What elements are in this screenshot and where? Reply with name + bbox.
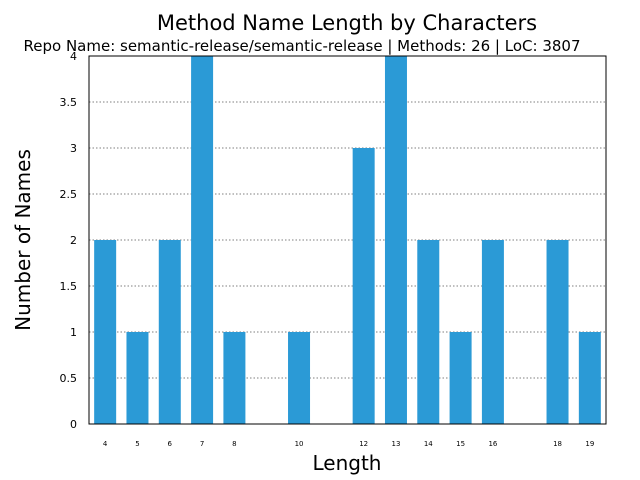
bar: [352, 148, 375, 424]
y-tick-label: 1.5: [60, 280, 78, 293]
chart-title: Method Name Length by Characters: [157, 11, 537, 35]
y-tick-label: 4: [70, 50, 77, 63]
x-tick-label: 6: [168, 440, 173, 448]
x-tick-label: 19: [585, 440, 594, 448]
bars: [94, 56, 601, 424]
y-tick-label: 1: [70, 326, 77, 339]
bar: [94, 240, 117, 424]
bar: [481, 240, 504, 424]
y-axis-label: Number of Names: [11, 149, 35, 331]
bar: [288, 332, 311, 424]
x-tick-label: 8: [232, 440, 236, 448]
bar: [191, 56, 214, 424]
x-tick-label: 16: [488, 440, 497, 448]
x-tick-label: 14: [424, 440, 433, 448]
bar: [223, 332, 246, 424]
y-tick-label: 3.5: [60, 96, 78, 109]
x-tick-label: 4: [103, 440, 108, 448]
bar: [546, 240, 569, 424]
x-tick-label: 7: [200, 440, 204, 448]
x-tick-label: 5: [135, 440, 139, 448]
chart-subtitle: Repo Name: semantic-release/semantic-rel…: [24, 37, 581, 55]
x-axis-label: Length: [313, 451, 382, 475]
x-tick-label: 13: [392, 440, 401, 448]
x-tick-label: 18: [553, 440, 562, 448]
x-tick-label: 12: [359, 440, 368, 448]
y-tick-label: 0: [70, 418, 77, 431]
y-tick-label: 0.5: [60, 372, 78, 385]
bar: [578, 332, 601, 424]
x-tick-label: 15: [456, 440, 465, 448]
bar: [449, 332, 472, 424]
bar: [417, 240, 440, 424]
x-tick-labels: 4 5 6 7 8 10 12 13 14 15 16 18 19: [103, 440, 594, 448]
x-tick-label: 10: [295, 440, 304, 448]
plot-frame: [88, 55, 607, 425]
bar: [126, 332, 149, 424]
y-tick-labels: 0 0.5 1 1.5 2 2.5 3 3.5 4: [60, 50, 78, 431]
bar: [158, 240, 181, 424]
bar: [384, 56, 407, 424]
y-tick-label: 2.5: [60, 188, 78, 201]
y-tick-label: 2: [70, 234, 77, 247]
y-tick-label: 3: [70, 142, 77, 155]
gridlines: [89, 101, 606, 379]
